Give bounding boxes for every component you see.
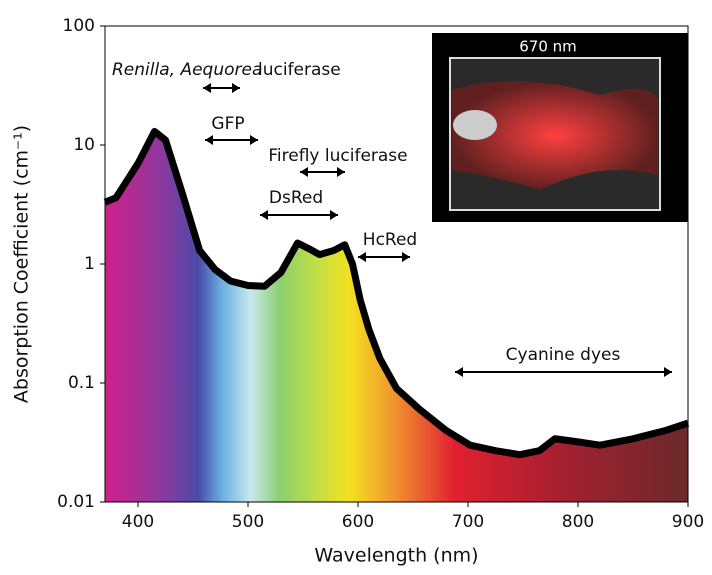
y-axis-label: Absorption Coefficient (cm⁻¹) xyxy=(11,125,33,403)
x-axis-label: Wavelength (nm) xyxy=(314,545,478,567)
x-tick-label: 500 xyxy=(232,512,264,532)
annotation: luciferase xyxy=(258,60,341,80)
x-tick-label: 900 xyxy=(672,512,704,532)
annotation: HcRed xyxy=(363,230,417,250)
y-tick-label: 0.01 xyxy=(57,492,95,512)
y-tick-label: 0.1 xyxy=(68,373,95,393)
annotation: Firefly luciferase xyxy=(268,146,407,166)
x-tick-label: 600 xyxy=(342,512,374,532)
x-tick-label: 700 xyxy=(452,512,484,532)
inset-image: 670 nm xyxy=(432,33,688,222)
x-tick-label: 400 xyxy=(122,512,154,532)
annotation: GFP xyxy=(211,114,244,134)
inset-label: 670 nm xyxy=(519,38,577,56)
y-tick-label: 10 xyxy=(73,135,95,155)
annotation: Renilla, Aequorea xyxy=(112,60,262,80)
annotation: Cyanine dyes xyxy=(506,345,621,365)
y-tick-label: 100 xyxy=(63,16,95,36)
x-tick-label: 800 xyxy=(562,512,594,532)
chart: 0.01 0.1 1 10 100 400 500 600 700 800 900 Wavelengt… xyxy=(0,0,712,571)
y-tick-label: 1 xyxy=(84,254,95,274)
annotation: DsRed xyxy=(269,188,323,208)
